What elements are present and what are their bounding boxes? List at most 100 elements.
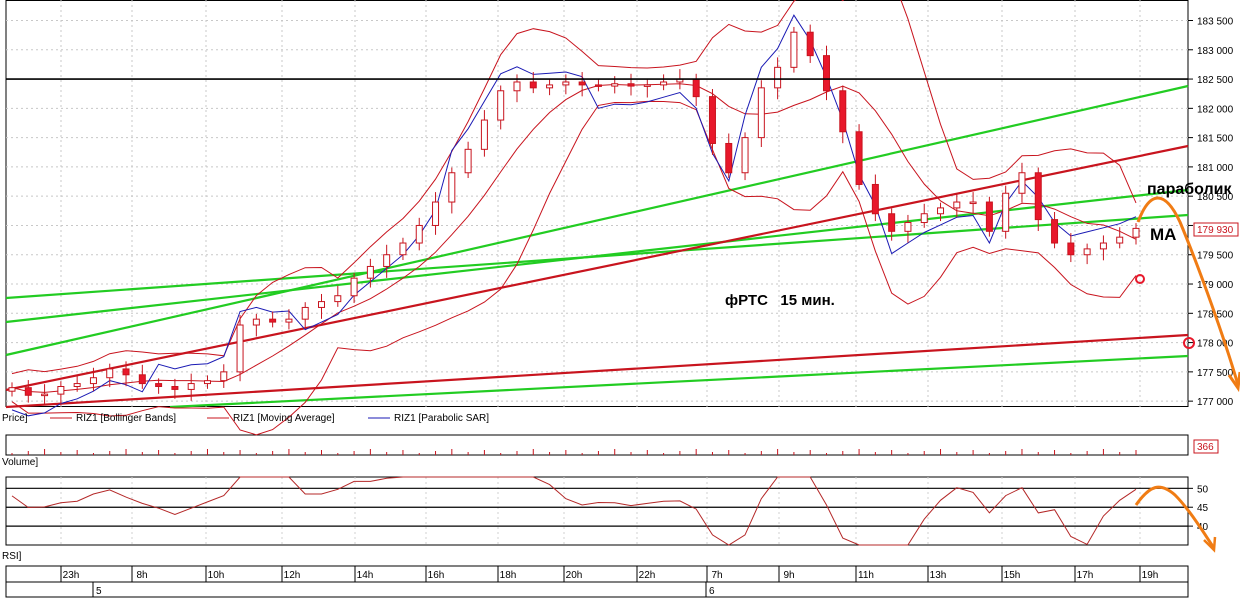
volume-value-label: 366 — [1197, 442, 1214, 453]
candle-up — [1002, 192, 1010, 232]
time-tick-label: 14h — [357, 570, 374, 581]
candle-up — [57, 386, 65, 395]
candle-up — [252, 318, 260, 326]
date-label: 5 — [96, 586, 102, 597]
candle-up — [920, 213, 928, 224]
candle-up — [8, 387, 16, 392]
candle-up — [611, 83, 619, 87]
candle-down — [138, 374, 146, 385]
price-tick-label: 181 000 — [1197, 163, 1234, 174]
candle-down — [1067, 242, 1075, 256]
candle-up — [790, 31, 798, 68]
rsi-tick-label: 40 — [1197, 522, 1209, 533]
volume-value-tag — [1193, 439, 1219, 454]
candle-up — [301, 306, 309, 320]
candle-up — [73, 383, 81, 388]
moving-average — [11, 83, 1137, 393]
forecast-arrow-rsi-head — [1203, 536, 1217, 553]
candle-down — [725, 142, 733, 174]
annotation-parabolic: параболик — [1147, 181, 1232, 198]
time-tick-label: 16h — [428, 570, 445, 581]
price-tick-label: 180 500 — [1197, 192, 1234, 203]
candle-down — [1051, 219, 1059, 244]
time-axis: 23h 8h 10h 12h 14h 16h 18h 20h 22h 7h 9h 11h 13h 15h 1… — [60, 566, 1158, 597]
time-tick-label: 9h — [783, 570, 794, 581]
candle-up — [89, 377, 97, 385]
candle-down — [692, 78, 700, 98]
candle-down — [578, 81, 586, 86]
candle-up — [1132, 227, 1140, 238]
bollinger-bands — [11, 0, 1137, 436]
candle-up — [383, 254, 391, 267]
price-tick-label: 178 000 — [1197, 339, 1234, 350]
annotation-title: фРТС 15 мин. — [725, 292, 835, 309]
candle-down — [806, 31, 814, 57]
candle-down — [871, 183, 879, 215]
trend-line — [5, 84, 1189, 357]
candle-up — [41, 393, 49, 397]
candle-up — [415, 224, 423, 244]
candle-down — [529, 81, 537, 89]
trend-line — [169, 354, 1189, 409]
target-circle-2 — [1183, 337, 1195, 349]
candle-down — [839, 90, 847, 133]
candle-up — [350, 277, 358, 297]
time-tick-label: 17h — [1077, 570, 1094, 581]
candle-down — [171, 386, 179, 390]
forecast-arrow-price — [1136, 196, 1240, 386]
time-tick-label: 13h — [930, 570, 947, 581]
candle-up — [513, 81, 521, 92]
price-tick-label: 182 500 — [1197, 75, 1234, 86]
bollinger-lower — [11, 100, 1137, 436]
candle-up — [220, 371, 228, 382]
candle-up — [106, 368, 114, 379]
candle-down — [1034, 172, 1042, 221]
time-tick-label: 8h — [136, 570, 147, 581]
time-tick-label: 18h — [500, 570, 517, 581]
candle-down — [855, 131, 863, 185]
price-tick-label: 182 000 — [1197, 104, 1234, 115]
candles — [8, 24, 1140, 406]
candle-up — [1116, 236, 1124, 244]
candle-up — [318, 301, 326, 308]
candle-down — [888, 213, 896, 232]
candle-up — [741, 137, 749, 174]
time-tick-label: 7h — [711, 570, 722, 581]
bollinger-upper — [11, 0, 1137, 375]
candle-up — [904, 222, 912, 232]
rsi-tick-label: 45 — [1197, 503, 1209, 514]
target-circle-1 — [1135, 274, 1145, 284]
legend-sar: RIZ1 [Parabolic SAR] — [394, 413, 489, 424]
candle-up — [1083, 248, 1091, 256]
price-tick-label: 177 500 — [1197, 368, 1234, 379]
legend-volume: Volume] — [2, 457, 38, 468]
price-tick-label: 181 500 — [1197, 134, 1234, 145]
candle-up — [464, 148, 472, 174]
candle-up — [660, 81, 668, 86]
candle-down — [269, 318, 277, 323]
candle-down — [822, 55, 830, 92]
volume-bars — [11, 449, 1137, 455]
forecast-arrow-price-head — [1227, 371, 1240, 393]
candle-up — [757, 87, 765, 139]
candle-up — [643, 84, 651, 87]
candle-up — [774, 66, 782, 89]
parabolic-sar — [11, 14, 1137, 417]
candle-up — [236, 324, 244, 373]
time-tick-label: 22h — [639, 570, 656, 581]
price-tick-label: 179 500 — [1197, 251, 1234, 262]
candle-up — [366, 265, 374, 279]
legend-rsi: RSI] — [2, 551, 22, 562]
rsi-line — [11, 476, 1137, 546]
candle-down — [122, 368, 130, 376]
candle-up — [448, 172, 456, 203]
last-price-label: 179 930 — [1197, 225, 1234, 236]
candle-up — [480, 119, 488, 150]
forecast-arrow-rsi — [1134, 485, 1216, 549]
time-tick-label: 15h — [1004, 570, 1021, 581]
candle-up — [497, 90, 505, 121]
candle-down — [627, 83, 635, 87]
time-tick-label: 11h — [858, 570, 874, 581]
price-tick-label: 179 000 — [1197, 280, 1234, 291]
annotation-ma: MA — [1150, 225, 1176, 244]
